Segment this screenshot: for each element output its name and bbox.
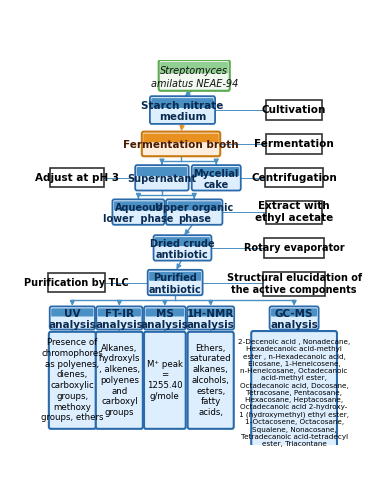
FancyBboxPatch shape: [153, 235, 211, 260]
Text: Streptomyces
amilatus NEAE-94: Streptomyces amilatus NEAE-94: [150, 66, 238, 88]
FancyBboxPatch shape: [151, 98, 214, 108]
Text: Supernatant: Supernatant: [127, 174, 196, 184]
FancyBboxPatch shape: [188, 332, 234, 429]
FancyBboxPatch shape: [251, 331, 337, 455]
FancyBboxPatch shape: [149, 272, 201, 281]
FancyBboxPatch shape: [114, 202, 163, 210]
Text: Upper organic
phase: Upper organic phase: [155, 203, 233, 224]
FancyBboxPatch shape: [144, 332, 186, 429]
FancyBboxPatch shape: [49, 332, 96, 429]
FancyBboxPatch shape: [264, 238, 324, 258]
Text: FT-IR
analysis: FT-IR analysis: [96, 308, 143, 330]
FancyBboxPatch shape: [187, 306, 234, 330]
FancyBboxPatch shape: [269, 306, 319, 330]
Text: Alkanes,
hydroxyls
, alkenes,
polyenes
and
carboxyl
groups: Alkanes, hydroxyls , alkenes, polyenes a…: [99, 344, 140, 417]
Text: GC-MS
analysis: GC-MS analysis: [270, 308, 318, 330]
Text: Adjust at pH 3: Adjust at pH 3: [35, 173, 119, 183]
Text: UV
analysis: UV analysis: [49, 308, 96, 330]
FancyBboxPatch shape: [263, 272, 326, 296]
FancyBboxPatch shape: [159, 60, 230, 91]
FancyBboxPatch shape: [155, 237, 210, 246]
FancyBboxPatch shape: [137, 167, 187, 176]
FancyBboxPatch shape: [192, 165, 241, 190]
FancyBboxPatch shape: [160, 62, 228, 74]
FancyBboxPatch shape: [113, 200, 164, 225]
FancyBboxPatch shape: [98, 308, 141, 316]
FancyBboxPatch shape: [148, 270, 203, 295]
Text: Starch nitrate
medium: Starch nitrate medium: [141, 101, 224, 122]
Text: Presence of
chromophores
as polyenes,
dienes,
carboxylic
groups,
methoxy
groups,: Presence of chromophores as polyenes, di…: [41, 338, 103, 422]
Text: M⁺ peak
=
1255.40
g/mole: M⁺ peak = 1255.40 g/mole: [147, 360, 183, 401]
FancyBboxPatch shape: [271, 308, 317, 316]
Text: 2-Decenoic acid , Nonadecane,
Hexadecanoic acid-methyl
ester , n-Hexadecanoic ac: 2-Decenoic acid , Nonadecane, Hexadecano…: [238, 339, 350, 447]
FancyBboxPatch shape: [193, 167, 239, 176]
FancyBboxPatch shape: [50, 306, 95, 330]
FancyBboxPatch shape: [265, 168, 323, 188]
FancyBboxPatch shape: [49, 273, 105, 292]
Text: Aqueous
lower  phase: Aqueous lower phase: [103, 203, 174, 224]
FancyBboxPatch shape: [144, 306, 186, 330]
FancyBboxPatch shape: [189, 308, 233, 316]
Text: Purification by TLC: Purification by TLC: [24, 278, 129, 287]
FancyBboxPatch shape: [143, 134, 219, 142]
FancyBboxPatch shape: [96, 332, 143, 429]
Text: MS
analysis: MS analysis: [141, 308, 189, 330]
FancyBboxPatch shape: [166, 200, 222, 225]
Text: Extract with
ethyl acetate: Extract with ethyl acetate: [255, 202, 333, 223]
Text: Dried crude
antibiotic: Dried crude antibiotic: [150, 238, 215, 260]
Text: 1H-NMR
analysis: 1H-NMR analysis: [187, 308, 235, 330]
Text: Centrifugation: Centrifugation: [251, 173, 337, 183]
Text: Structural elucidation of
the active components: Structural elucidation of the active com…: [227, 274, 362, 295]
FancyBboxPatch shape: [266, 134, 323, 154]
Text: Purified
antibiotic: Purified antibiotic: [149, 274, 202, 295]
FancyBboxPatch shape: [266, 100, 323, 119]
FancyBboxPatch shape: [266, 200, 323, 224]
FancyBboxPatch shape: [96, 306, 143, 330]
Text: Rotary evaporator: Rotary evaporator: [244, 243, 345, 253]
FancyBboxPatch shape: [150, 96, 215, 124]
FancyBboxPatch shape: [168, 202, 221, 210]
Text: Cultivation: Cultivation: [262, 105, 326, 115]
Text: Mycelial
cake: Mycelial cake: [194, 168, 239, 190]
Text: Fermentation broth: Fermentation broth: [123, 140, 239, 150]
FancyBboxPatch shape: [146, 308, 184, 316]
FancyBboxPatch shape: [135, 165, 189, 190]
FancyBboxPatch shape: [142, 132, 220, 156]
FancyBboxPatch shape: [50, 168, 103, 188]
Text: Ethers,
saturated
alkanes,
alcohols,
esters,
fatty
acids,: Ethers, saturated alkanes, alcohols, est…: [190, 344, 232, 417]
FancyBboxPatch shape: [51, 308, 94, 316]
Text: Fermentation: Fermentation: [254, 139, 334, 149]
